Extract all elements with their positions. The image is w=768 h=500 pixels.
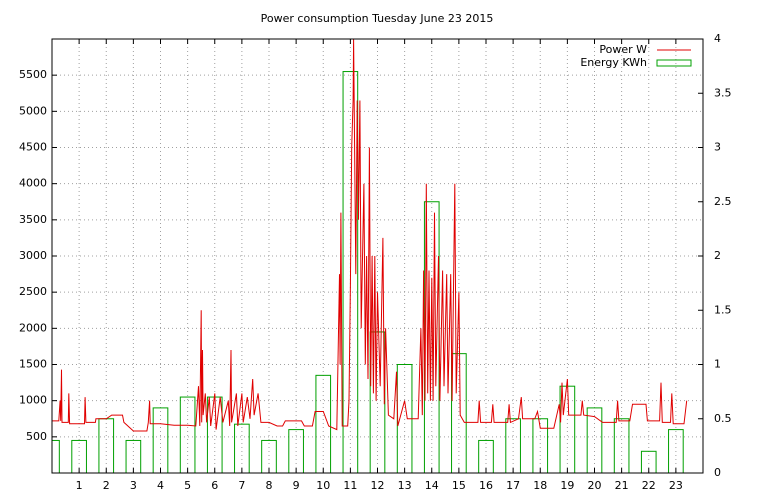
x-tick-label: 17: [506, 479, 520, 492]
x-tick-label: 11: [343, 479, 357, 492]
x-tick-label: 9: [293, 479, 300, 492]
power-line: [52, 38, 688, 432]
energy-bar: [98, 418, 115, 474]
x-tick-label: 7: [238, 479, 245, 492]
y-tick-label: 4500: [19, 141, 47, 154]
y-tick-label: 1000: [19, 394, 47, 407]
y-tick-label: 2500: [19, 285, 47, 298]
y2-tick-label: 3: [714, 141, 721, 154]
y2-tick-label: 4: [714, 32, 721, 45]
x-tick-label: 15: [452, 479, 466, 492]
plot-frame: [51, 38, 704, 474]
y-tick-label: 4000: [19, 177, 47, 190]
x-tick-label: 4: [157, 479, 164, 492]
x-tick-label: 3: [130, 479, 137, 492]
x-tick-label: 22: [642, 479, 656, 492]
x-tick-label: 14: [425, 479, 439, 492]
x-tick-label: 10: [316, 479, 330, 492]
y-tick-label: 1500: [19, 358, 47, 371]
x-tick-label: 6: [211, 479, 218, 492]
energy-bar: [51, 439, 60, 474]
legend-label: Energy KWh: [580, 56, 647, 69]
legend-label: Power W: [599, 43, 647, 56]
energy-bar: [613, 418, 630, 474]
x-tick-label: 8: [266, 479, 273, 492]
x-tick-label: 20: [588, 479, 602, 492]
y2-tick-label: 2: [714, 249, 721, 262]
y2-tick-label: 1.5: [714, 303, 732, 316]
y-tick-label: 3000: [19, 249, 47, 262]
legend-swatch: [656, 59, 692, 67]
y2-tick-label: 2.5: [714, 195, 732, 208]
x-tick-label: 13: [398, 479, 412, 492]
y-tick-label: 5000: [19, 104, 47, 117]
x-tick-label: 1: [76, 479, 83, 492]
x-tick-label: 21: [615, 479, 629, 492]
x-tick-label: 23: [669, 479, 683, 492]
y-tick-label: 500: [26, 430, 47, 443]
y-tick-label: 3500: [19, 213, 47, 226]
y-tick-label: 2000: [19, 321, 47, 334]
x-tick-label: 16: [479, 479, 493, 492]
x-tick-label: 5: [184, 479, 191, 492]
y2-tick-label: 1: [714, 358, 721, 371]
energy-bar: [505, 418, 521, 474]
x-tick-label: 18: [533, 479, 547, 492]
y-tick-label: 5500: [19, 68, 47, 81]
y2-tick-label: 0.5: [714, 412, 732, 425]
chart-title: Power consumption Tuesday June 23 2015: [261, 12, 494, 25]
x-tick-label: 19: [560, 479, 574, 492]
y2-tick-label: 3.5: [714, 86, 732, 99]
x-tick-label: 2: [103, 479, 110, 492]
y2-tick-label: 0: [714, 466, 721, 479]
x-tick-label: 12: [371, 479, 385, 492]
